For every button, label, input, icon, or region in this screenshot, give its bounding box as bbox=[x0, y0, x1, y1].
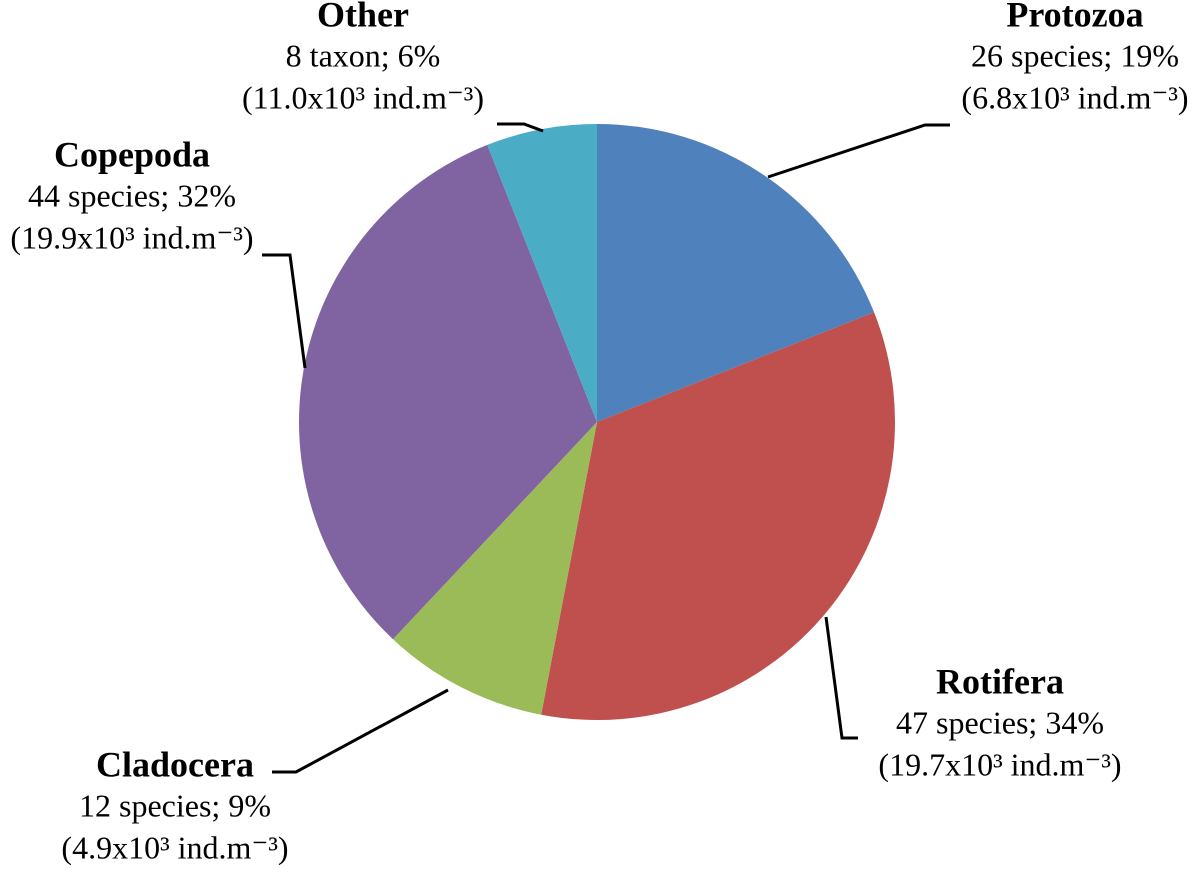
density-label: (4.9x10³ ind.m⁻³) bbox=[61, 829, 288, 865]
pie-slice bbox=[541, 312, 895, 721]
density-label: (11.0x10³ ind.m⁻³) bbox=[242, 79, 484, 115]
data-label: 26 species; 19% bbox=[971, 37, 1179, 73]
pie-slice bbox=[299, 144, 597, 640]
pie-slice bbox=[393, 422, 597, 715]
pie-slice bbox=[487, 124, 597, 422]
data-label: 12 species; 9% bbox=[79, 787, 271, 823]
slice-name: Cladocera bbox=[96, 744, 254, 784]
leader-line bbox=[497, 122, 544, 133]
data-label: 44 species; 32% bbox=[28, 177, 236, 213]
slice-name: Protozoa bbox=[1006, 0, 1143, 34]
data-label: 8 taxon; 6% bbox=[286, 37, 441, 73]
density-label: (6.8x10³ ind.m⁻³) bbox=[961, 79, 1188, 115]
leader-line bbox=[272, 688, 449, 774]
pie-slice bbox=[597, 124, 875, 422]
density-label: (19.7x10³ ind.m⁻³) bbox=[878, 746, 1121, 782]
slice-name: Other bbox=[317, 0, 409, 34]
slice-name: Copepoda bbox=[54, 134, 210, 174]
leader-line bbox=[262, 253, 307, 369]
data-label: 47 species; 34% bbox=[896, 704, 1104, 740]
leader-line bbox=[767, 123, 950, 179]
slice-name: Rotifera bbox=[936, 661, 1064, 701]
density-label: (19.9x10³ ind.m⁻³) bbox=[10, 219, 253, 255]
leader-line bbox=[824, 616, 858, 740]
